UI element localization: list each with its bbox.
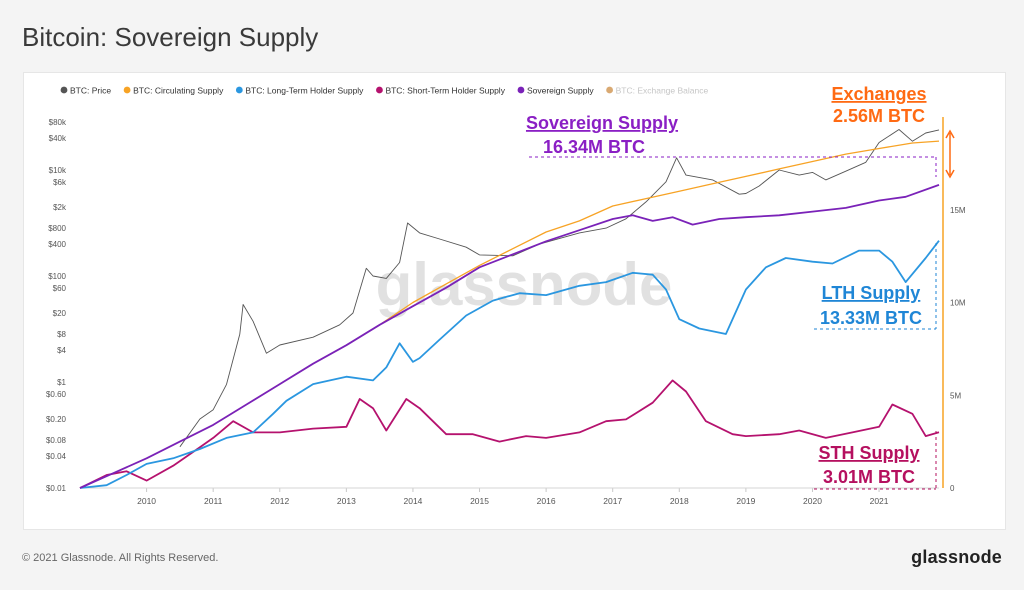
y-left-tick-label: $4 <box>57 346 66 355</box>
annotation-sth-label: STH Supply <box>818 443 919 463</box>
legend-item[interactable]: BTC: Long-Term Holder Supply <box>245 86 364 96</box>
series-line-btc-short-term-holder-supply[interactable] <box>79 379 940 489</box>
x-tick-label: 2011 <box>204 496 223 506</box>
x-tick-label: 2010 <box>137 496 156 506</box>
series-line-sovereign-supply[interactable] <box>79 184 940 489</box>
y-left-tick-label: $20 <box>53 309 67 318</box>
y-left-tick-label: $1 <box>57 378 66 387</box>
arrow-down-icon <box>945 169 955 179</box>
chart-card: BTC: Price BTC: Circulating Supply BTC: Lo… <box>23 72 1006 530</box>
x-tick-label: 2020 <box>803 496 822 506</box>
y-left-tick-label: $100 <box>48 272 66 281</box>
y-left-tick-label: $0.20 <box>46 415 67 424</box>
annotation-lth-label: LTH Supply <box>822 283 921 303</box>
annotation-exchanges-value: 2.56M BTC <box>833 106 925 126</box>
x-tick-label: 2019 <box>736 496 755 506</box>
x-tick-label: 2015 <box>470 496 489 506</box>
legend-item[interactable]: BTC: Circulating Supply <box>133 86 224 96</box>
legend-item[interactable]: BTC: Price <box>70 86 111 96</box>
x-tick-label: 2018 <box>670 496 689 506</box>
annotation-lth-value: 13.33M BTC <box>820 308 922 328</box>
chart-legend: BTC: Price BTC: Circulating Supply BTC: Lo… <box>60 86 709 96</box>
x-tick-label: 2017 <box>603 496 622 506</box>
y-left-tick-label: $0.01 <box>46 484 67 493</box>
y-left-tick-label: $80k <box>49 118 67 127</box>
x-tick-label: 2016 <box>537 496 556 506</box>
x-tick-label: 2021 <box>870 496 889 506</box>
legend-marker <box>517 86 525 94</box>
legend-item[interactable]: BTC: Short-Term Holder Supply <box>385 86 505 96</box>
y-left-tick-label: $0.04 <box>46 452 67 461</box>
y-right-tick-label: 0 <box>950 484 955 493</box>
y-left-tick-label: $0.08 <box>46 436 67 445</box>
y-right-tick-label: 5M <box>950 391 961 400</box>
legend-marker <box>606 86 613 94</box>
annotation-sth-value: 3.01M BTC <box>823 467 915 487</box>
y-left-tick-label: $40k <box>49 134 67 143</box>
watermark: glassnode <box>376 251 673 318</box>
legend-item[interactable]: Sovereign Supply <box>527 86 594 96</box>
legend-marker <box>60 86 68 94</box>
legend-item[interactable]: BTC: Exchange Balance <box>616 86 709 96</box>
annotation-sovereign-value: 16.34M BTC <box>543 137 645 157</box>
y-left-tick-label: $800 <box>48 224 66 233</box>
copyright: © 2021 Glassnode. All Rights Reserved. <box>22 552 219 564</box>
annotation-exchanges-label: Exchanges <box>831 84 926 104</box>
legend-marker <box>235 86 243 94</box>
legend-marker <box>376 86 383 94</box>
x-tick-label: 2013 <box>337 496 356 506</box>
y-left-tick-label: $10k <box>49 166 67 175</box>
chart: BTC: Price BTC: Circulating Supply BTC: Lo… <box>46 84 966 506</box>
y-left-tick-label: $6k <box>53 178 67 187</box>
y-left-tick-label: $400 <box>48 240 66 249</box>
y-left-tick-label: $60 <box>53 284 67 293</box>
y-right-tick-label: 10M <box>950 299 966 308</box>
annotation-sovereign-label: Sovereign Supply <box>526 113 678 133</box>
legend-marker <box>123 86 131 94</box>
page-title: Bitcoin: Sovereign Supply <box>22 22 319 52</box>
arrow-up-icon <box>945 129 955 139</box>
x-tick-label: 2012 <box>270 496 289 506</box>
y-left-tick-label: $0.60 <box>46 390 67 399</box>
y-left-tick-label: $2k <box>53 203 67 212</box>
x-tick-label: 2014 <box>403 496 422 506</box>
chart-axes: 2010 2011 2012 2013 2014 2015 2016 2017 2018 2019… <box>46 117 966 506</box>
brand-logo: glassnode <box>911 547 1002 567</box>
series-line-btc-long-term-holder-supply[interactable] <box>79 240 940 489</box>
series-layer <box>79 129 940 489</box>
y-right-tick-label: 15M <box>950 206 966 215</box>
y-left-tick-label: $8 <box>57 330 66 339</box>
